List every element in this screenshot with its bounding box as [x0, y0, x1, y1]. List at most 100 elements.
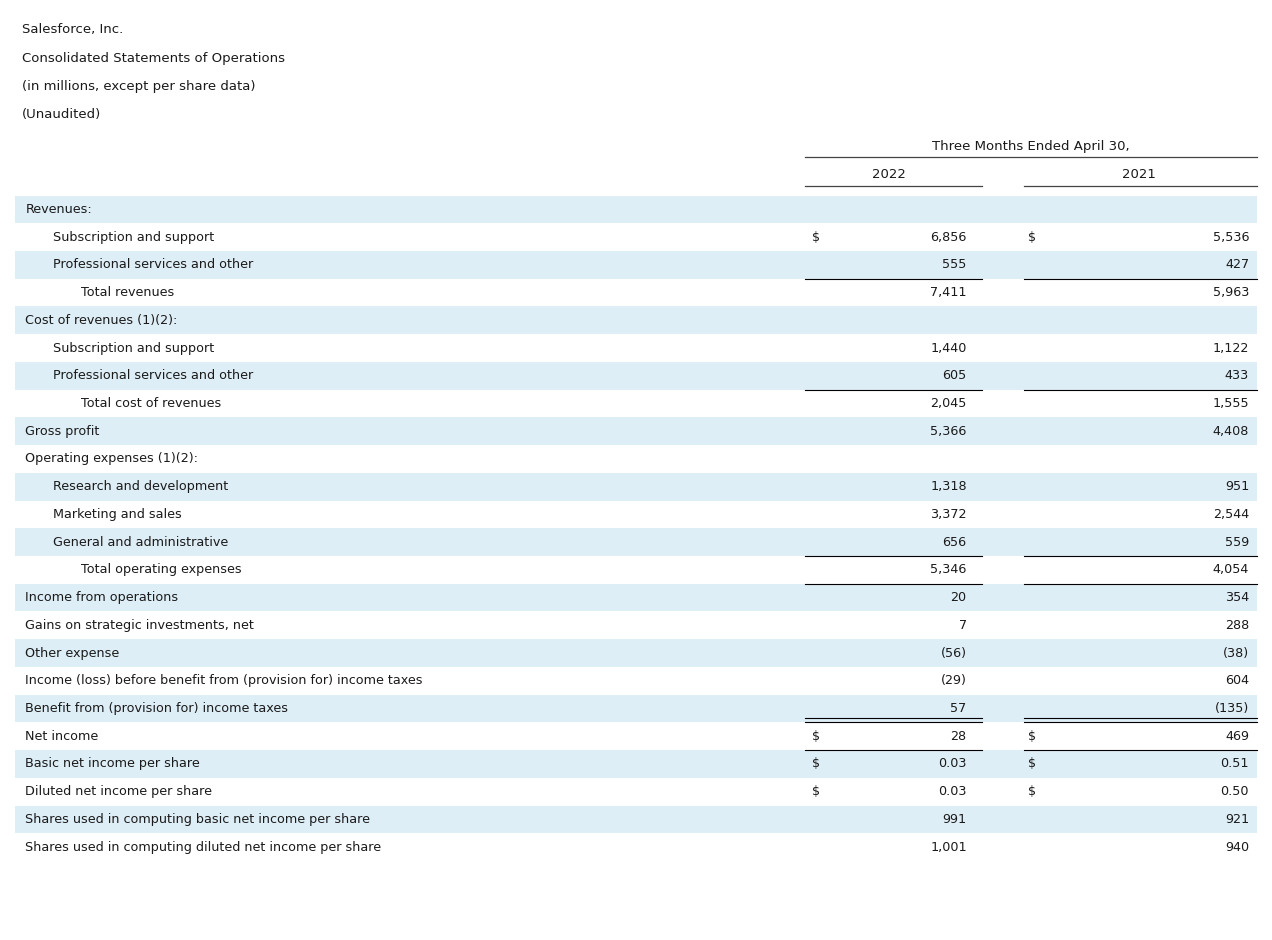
Bar	[15, 612, 1257, 639]
Text: 5,346: 5,346	[930, 563, 967, 576]
Bar	[15, 446, 1257, 473]
Text: Basic net income per share: Basic net income per share	[25, 758, 200, 771]
Text: $: $	[812, 729, 819, 743]
Text: Benefit from (provision for) income taxes: Benefit from (provision for) income taxe…	[25, 702, 289, 715]
Bar	[15, 723, 1257, 750]
Bar	[15, 639, 1257, 667]
Text: (56): (56)	[941, 647, 967, 660]
Text: 5,366: 5,366	[930, 425, 967, 438]
Text: 0.03: 0.03	[939, 758, 967, 771]
Text: Diluted net income per share: Diluted net income per share	[25, 785, 212, 798]
Text: Professional services and other: Professional services and other	[53, 369, 253, 383]
Text: Income (loss) before benefit from (provision for) income taxes: Income (loss) before benefit from (provi…	[25, 674, 422, 687]
Bar	[15, 695, 1257, 722]
Text: 5,963: 5,963	[1212, 286, 1249, 299]
Text: 433: 433	[1225, 369, 1249, 383]
Text: Shares used in computing basic net income per share: Shares used in computing basic net incom…	[25, 813, 370, 826]
Text: 7,411: 7,411	[930, 286, 967, 299]
Text: (in millions, except per share data): (in millions, except per share data)	[22, 80, 256, 93]
Text: $: $	[1028, 758, 1035, 771]
Bar	[15, 196, 1257, 223]
Text: 559: 559	[1225, 536, 1249, 549]
Text: 0.51: 0.51	[1221, 758, 1249, 771]
Text: 3,372: 3,372	[930, 508, 967, 521]
Text: 288: 288	[1225, 619, 1249, 632]
Text: 555: 555	[943, 258, 967, 272]
Text: Total operating expenses: Total operating expenses	[81, 563, 242, 576]
Text: 354: 354	[1225, 591, 1249, 604]
Text: 0.50: 0.50	[1221, 785, 1249, 798]
Text: Marketing and sales: Marketing and sales	[53, 508, 182, 521]
Text: Subscription and support: Subscription and support	[53, 230, 215, 243]
Text: 940: 940	[1225, 840, 1249, 854]
Text: Three Months Ended April 30,: Three Months Ended April 30,	[931, 140, 1130, 153]
Bar	[15, 528, 1257, 556]
Bar	[15, 334, 1257, 362]
Text: 991: 991	[943, 813, 967, 826]
Text: 57: 57	[950, 702, 967, 715]
Text: 604: 604	[1225, 674, 1249, 687]
Text: Subscription and support: Subscription and support	[53, 341, 215, 354]
Bar	[15, 501, 1257, 528]
Text: (29): (29)	[941, 674, 967, 687]
Text: Income from operations: Income from operations	[25, 591, 178, 604]
Text: $: $	[1028, 230, 1035, 243]
Text: 2022: 2022	[873, 168, 906, 181]
Text: 4,054: 4,054	[1212, 563, 1249, 576]
Text: Revenues:: Revenues:	[25, 203, 92, 216]
Text: 605: 605	[943, 369, 967, 383]
Text: 7: 7	[959, 619, 967, 632]
Text: Cost of revenues (1)(2):: Cost of revenues (1)(2):	[25, 314, 178, 327]
Bar	[15, 834, 1257, 861]
Bar	[15, 417, 1257, 446]
Text: 0.03: 0.03	[939, 785, 967, 798]
Text: 469: 469	[1225, 729, 1249, 743]
Bar	[15, 306, 1257, 335]
Text: 1,555: 1,555	[1212, 397, 1249, 410]
Text: General and administrative: General and administrative	[53, 536, 229, 549]
Text: 2,544: 2,544	[1213, 508, 1249, 521]
Text: Professional services and other: Professional services and other	[53, 258, 253, 272]
Text: Salesforce, Inc.: Salesforce, Inc.	[22, 24, 123, 37]
Text: $: $	[1028, 785, 1035, 798]
Text: Other expense: Other expense	[25, 647, 120, 660]
Text: 20: 20	[950, 591, 967, 604]
Text: $: $	[812, 758, 819, 771]
Text: Net income: Net income	[25, 729, 99, 743]
Text: Total revenues: Total revenues	[81, 286, 174, 299]
Bar	[15, 584, 1257, 612]
Bar	[15, 473, 1257, 501]
Text: Gross profit: Gross profit	[25, 425, 99, 438]
Text: Consolidated Statements of Operations: Consolidated Statements of Operations	[22, 52, 285, 65]
Text: 4,408: 4,408	[1212, 425, 1249, 438]
Text: (135): (135)	[1215, 702, 1249, 715]
Text: 427: 427	[1225, 258, 1249, 272]
Text: Shares used in computing diluted net income per share: Shares used in computing diluted net inc…	[25, 840, 382, 854]
Text: (38): (38)	[1222, 647, 1249, 660]
Text: 1,122: 1,122	[1212, 341, 1249, 354]
Text: 28: 28	[950, 729, 967, 743]
Text: 921: 921	[1225, 813, 1249, 826]
Text: Operating expenses (1)(2):: Operating expenses (1)(2):	[25, 452, 198, 465]
Bar	[15, 667, 1257, 695]
Text: $: $	[812, 230, 819, 243]
Text: 2,045: 2,045	[930, 397, 967, 410]
Text: 2021: 2021	[1122, 168, 1155, 181]
Bar	[15, 278, 1257, 306]
Text: 5,536: 5,536	[1212, 230, 1249, 243]
Text: Research and development: Research and development	[53, 480, 229, 494]
Bar	[15, 778, 1257, 806]
Bar	[15, 223, 1257, 251]
Text: 6,856: 6,856	[930, 230, 967, 243]
Text: 656: 656	[943, 536, 967, 549]
Bar	[15, 251, 1257, 278]
Text: $: $	[812, 785, 819, 798]
Text: 1,001: 1,001	[930, 840, 967, 854]
Bar	[15, 750, 1257, 778]
Text: (Unaudited): (Unaudited)	[22, 108, 100, 121]
Bar	[15, 389, 1257, 417]
Text: $: $	[1028, 729, 1035, 743]
Bar	[15, 806, 1257, 834]
Text: 1,318: 1,318	[930, 480, 967, 494]
Text: Total cost of revenues: Total cost of revenues	[81, 397, 221, 410]
